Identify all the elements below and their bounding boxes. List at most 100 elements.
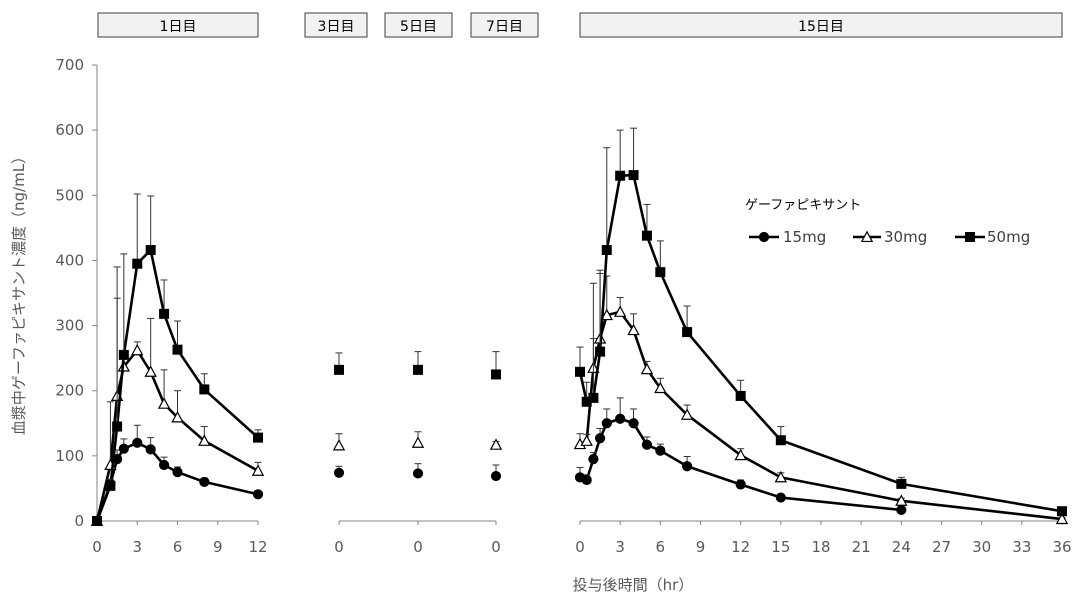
panel-header-3: 7日目	[470, 12, 539, 38]
marker-30mg-panel-4-pt-11	[774, 470, 788, 483]
error-bar-30mg-panel-0-pt-5	[147, 317, 155, 372]
legend-label-30mg: 30mg	[884, 228, 927, 246]
x-tick-label-panel-0-3: 3	[132, 538, 142, 556]
error-bar-50mg-panel-0-pt-4	[133, 193, 141, 264]
x-axis-title: 投与後時間（hr）	[573, 576, 694, 594]
marker-15mg-panel-0-pt-8	[199, 476, 210, 488]
marker-15mg-panel-4-pt-7	[641, 439, 653, 450]
marker-50mg-panel-0-pt-3	[118, 349, 129, 360]
marker-50mg-panel-4-pt-12	[896, 478, 907, 489]
error-bar-50mg-panel-4-pt-4	[603, 147, 611, 251]
error-bar-50mg-panel-4-pt-3	[596, 269, 604, 352]
x-tick-label-panel-3-0: 0	[491, 538, 501, 556]
x-tick-label-panel-0-0: 0	[92, 538, 102, 556]
line-50mg-panel-0	[95, 248, 259, 522]
series-15mg-panel-2	[412, 463, 424, 479]
marker-15mg-panel-4-pt-2	[588, 454, 599, 465]
error-bar-50mg-panel-0-pt-5	[147, 195, 155, 251]
marker-15mg-panel-0-pt-5	[145, 444, 156, 455]
x-tick-label-panel-4-27: 27	[932, 538, 951, 556]
marker-50mg-panel-3-pt-0	[491, 369, 501, 380]
y-tick-label-700: 700	[55, 56, 84, 74]
marker-15mg-panel-3-pt-0	[490, 470, 502, 482]
x-tick-label-panel-4-15: 15	[771, 538, 790, 556]
marker-50mg-panel-0-pt-7	[172, 344, 183, 355]
x-tick-label-panel-4-18: 18	[811, 538, 830, 556]
x-axis-panel-2: 0	[413, 521, 423, 556]
marker-50mg-panel-4-pt-5	[615, 170, 626, 181]
panel-header-box-0	[97, 12, 259, 38]
y-tick-label-100: 100	[55, 447, 84, 465]
series-30mg-panel-2	[411, 431, 425, 448]
marker-50mg-panel-4-pt-11	[775, 435, 786, 446]
x-tick-label-panel-0-12: 12	[248, 538, 267, 556]
legend-title: ゲーファピキサント	[745, 198, 861, 213]
marker-50mg-panel-0-pt-0	[92, 516, 102, 526]
marker-50mg-panel-4-pt-9	[682, 327, 693, 338]
marker-50mg-panel-0-pt-2	[112, 421, 123, 432]
marker-50mg-panel-4-pt-10	[735, 390, 746, 401]
series-50mg-panel-2	[413, 351, 423, 375]
y-tick-label-400: 400	[55, 251, 84, 269]
marker-50mg-panel-0-pt-9	[253, 432, 263, 443]
marker-30mg-panel-0-pt-6	[157, 397, 171, 409]
marker-15mg-panel-4-pt-1	[581, 474, 592, 486]
marker-50mg-panel-4-pt-8	[655, 267, 666, 278]
marker-50mg-panel-0-pt-5	[145, 245, 156, 256]
marker-50mg-panel-4-pt-3	[595, 346, 606, 357]
series-50mg-panel-3	[491, 351, 501, 380]
marker-50mg-panel-4-pt-6	[628, 170, 639, 181]
x-axis-panel-4: 0 3 6 9 12 15 18 21 24 27 30 33 36	[575, 520, 1072, 556]
marker-15mg-panel-4-pt-12	[896, 504, 907, 516]
legend-entry-30mg: 30mg	[853, 228, 927, 246]
x-axis-panel-3: 0	[491, 521, 501, 556]
series-30mg-panel-1	[332, 433, 346, 451]
panel-header-1: 3日目	[304, 12, 368, 38]
series-15mg-panel-4	[574, 397, 907, 516]
y-tick-label-300: 300	[55, 317, 84, 335]
x-tick-label-panel-2-0: 0	[413, 538, 423, 556]
error-bar-50mg-panel-0-pt-6	[160, 279, 168, 314]
marker-15mg-panel-0-pt-3	[118, 443, 129, 454]
marker-30mg-panel-0-pt-8	[198, 434, 211, 446]
marker-50mg-panel-4-pt-0	[575, 366, 585, 377]
panel-label-2: 5日目	[400, 19, 437, 35]
marker-15mg-panel-0-pt-7	[172, 467, 183, 478]
legend-entry-50mg: 50mg	[955, 228, 1030, 246]
legend-marker-50mg	[965, 232, 975, 242]
y-tick-label-200: 200	[55, 382, 84, 400]
marker-15mg-panel-4-pt-3	[594, 433, 606, 444]
marker-50mg-panel-4-pt-2	[588, 392, 599, 403]
marker-50mg-panel-1-pt-0	[334, 364, 344, 375]
error-bar-50mg-panel-4-pt-2	[589, 282, 597, 398]
marker-15mg-panel-4-pt-10	[735, 479, 746, 490]
y-tick-label-0: 0	[74, 512, 84, 530]
legend-label-50mg: 50mg	[987, 228, 1030, 246]
x-tick-label-panel-4-30: 30	[972, 538, 991, 556]
x-tick-label-panel-4-0: 0	[575, 538, 585, 556]
line-15mg-panel-4	[579, 417, 902, 512]
marker-15mg-panel-0-pt-6	[158, 459, 170, 471]
panel-header-2: 5日目	[384, 12, 453, 38]
panel-header-box-1	[304, 12, 368, 38]
x-tick-label-panel-1-0: 0	[334, 538, 344, 556]
x-tick-label-panel-4-12: 12	[731, 538, 750, 556]
marker-30mg-panel-3-pt-0	[489, 438, 503, 450]
series-30mg-panel-4	[573, 272, 1069, 525]
panel-label-3: 7日目	[486, 19, 523, 35]
y-tick-label-600: 600	[55, 121, 84, 139]
marker-30mg-panel-4-pt-1	[580, 434, 593, 446]
marker-50mg-panel-0-pt-6	[159, 308, 170, 319]
marker-30mg-panel-4-pt-10	[734, 448, 747, 461]
legend-marker-30mg	[860, 230, 874, 243]
panel-header-0: 1日目	[97, 12, 259, 38]
marker-30mg-panel-0-pt-4	[131, 343, 144, 356]
series-50mg-panel-0	[92, 193, 263, 526]
marker-50mg-panel-0-pt-4	[132, 258, 143, 269]
marker-50mg-panel-0-pt-1	[105, 480, 116, 491]
x-tick-label-panel-0-9: 9	[213, 538, 223, 556]
legend-entry-15mg: 15mg	[749, 228, 826, 246]
x-axis-panel-1: 0	[334, 521, 344, 556]
